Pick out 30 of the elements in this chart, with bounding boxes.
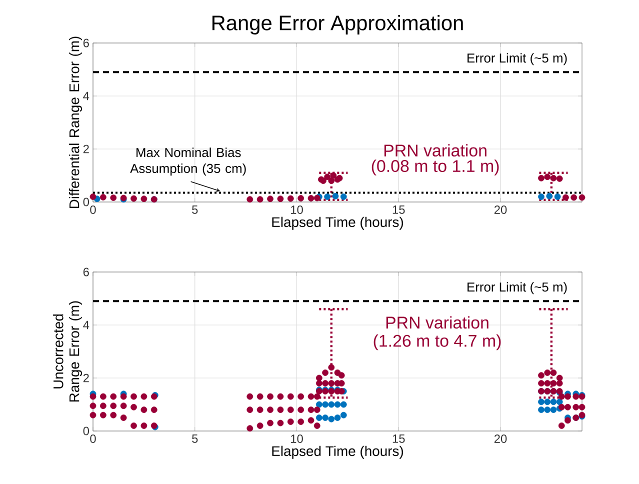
annotation: (1.26 m to 4.7 m) <box>374 334 501 350</box>
x-tick-label: 15 <box>392 206 405 214</box>
x-tick-label: 5 <box>192 434 198 443</box>
x-tick-label: 10 <box>291 434 303 443</box>
y-tick-label: 2 <box>83 374 89 382</box>
y-tick-label: 0 <box>83 426 90 436</box>
ref-line-label: Error Limit (~5 m) <box>468 53 567 66</box>
x-axis-title: Elapsed Time (hours) <box>272 216 404 230</box>
x-tick-label: 0 <box>90 434 96 443</box>
x-tick-label: 0 <box>90 206 96 214</box>
x-tick-label: 20 <box>494 434 507 443</box>
y-axis-title: Differential Range Error (m) <box>68 36 82 208</box>
y-tick-label: 6 <box>83 268 89 276</box>
x-axis-title: Elapsed Time (hours) <box>272 446 404 459</box>
y-tick-label: 0 <box>83 198 90 206</box>
y-tick-label: 4 <box>83 92 90 100</box>
annotation: PRN variation <box>386 316 488 329</box>
ref-line-label: Max Nominal Bias Assumption (35 cm) <box>130 148 246 176</box>
y-tick-label: 4 <box>83 320 90 330</box>
annotation: PRN variation <box>384 144 486 157</box>
x-tick-label: 15 <box>392 434 405 443</box>
ref-line-label: Error Limit (~5 m) <box>468 282 567 294</box>
y-tick-label: 6 <box>83 38 89 48</box>
annotation: (0.08 m to 1.1 m) <box>372 160 499 176</box>
x-tick-label: 20 <box>494 206 507 214</box>
y-axis-title: Uncorrected Range Error (m) <box>53 301 82 402</box>
x-tick-label: 5 <box>192 206 198 214</box>
y-tick-label: 2 <box>83 144 89 154</box>
chart-title: Range Error Approximation <box>212 15 463 34</box>
x-tick-label: 10 <box>291 206 303 214</box>
